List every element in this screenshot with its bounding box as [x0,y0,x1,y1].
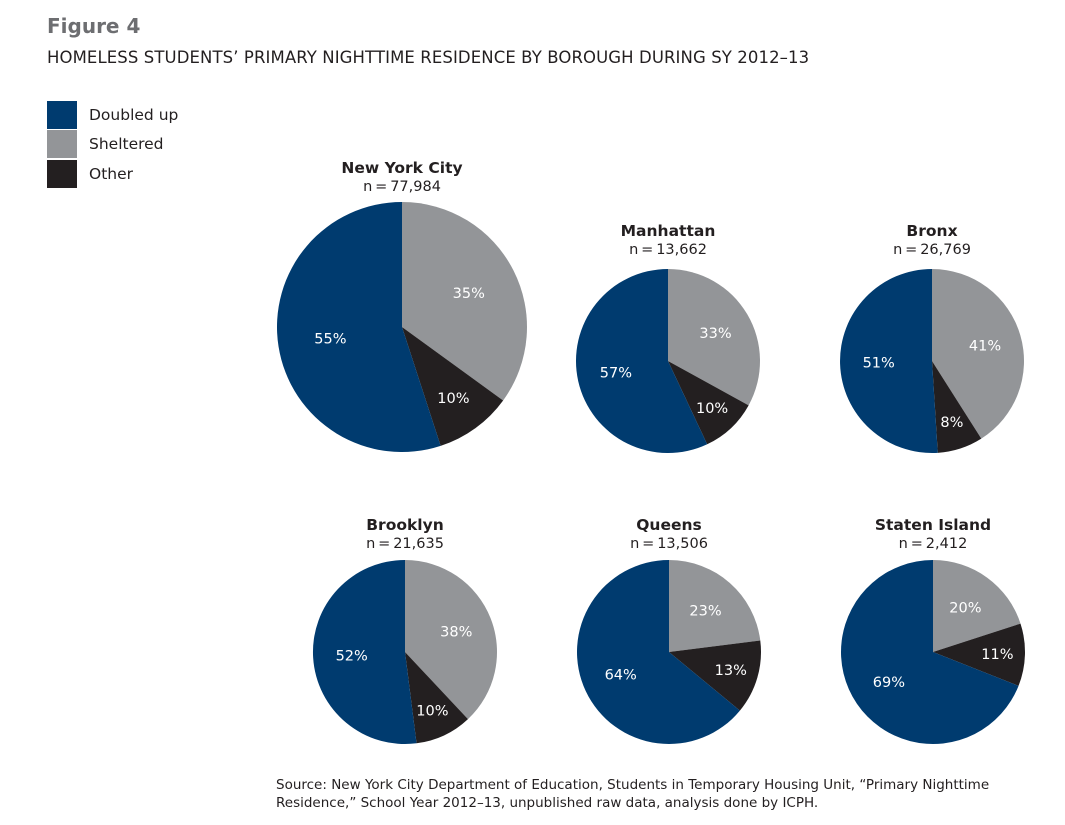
legend-label-doubled-up: Doubled up [89,105,179,124]
legend-item-sheltered: Sheltered [47,130,178,160]
legend-item-doubled-up: Doubled up [47,100,178,130]
pie-n-staten-island: n = 2,412 [899,536,968,552]
pie-slice-bronx-doubled-up [840,269,938,453]
pie-bronx: 41% 8% 51% Bronx n = 26,769 [840,222,1025,453]
pie-label-manhattan-doubled-up: 57% [600,366,632,382]
pie-label-manhattan-sheltered: 33% [699,326,731,342]
pie-slice-staten-island-other [933,623,1026,686]
pie-queens: 23% 13% 64% Queens n = 13,506 [577,516,761,744]
pie-slice-bronx-sheltered [932,269,1025,439]
pie-slice-queens-doubled-up [577,560,740,744]
pie-label-queens-sheltered: 23% [689,604,721,620]
legend-swatch-other [47,159,77,188]
pie-slice-manhattan-doubled-up [575,268,708,453]
pie-slice-brooklyn-doubled-up [312,559,417,744]
pie-slice-queens-other [669,640,761,711]
pie-label-brooklyn-other: 10% [416,703,448,719]
pie-slice-manhattan-sheltered [668,269,760,406]
pie-n-new-york-city: n = 77,984 [363,179,441,195]
pie-new-york-city: 35% 10% 55% New York City n = 77,984 [276,159,528,452]
pie-label-bronx-other: 8% [940,415,963,431]
pie-label-bronx-sheltered: 41% [969,339,1001,355]
legend-swatch-doubled-up [47,100,77,129]
pie-title-manhattan: Manhattan [621,222,716,240]
pie-label-staten-island-doubled-up: 69% [873,675,905,691]
pie-n-queens: n = 13,506 [630,536,708,552]
pie-label-queens-other: 13% [715,663,747,679]
pie-title-new-york-city: New York City [341,159,462,177]
pie-label-new-york-city-other: 10% [437,391,469,407]
pie-slice-bronx-other [932,361,982,453]
pie-title-staten-island: Staten Island [875,516,991,534]
legend-swatch-sheltered [47,130,77,159]
pie-label-manhattan-other: 10% [696,401,728,417]
pie-label-staten-island-other: 11% [981,647,1013,663]
pie-brooklyn: 38% 10% 52% Brooklyn n = 21,635 [312,516,498,744]
pie-staten-island: 20% 11% 69% Staten Island n = 2,412 [841,516,1026,744]
pie-slice-new-york-city-other [402,327,504,446]
pie-label-brooklyn-doubled-up: 52% [336,648,368,664]
pie-label-brooklyn-sheltered: 38% [440,625,472,641]
pie-n-brooklyn: n = 21,635 [366,536,444,552]
pie-title-bronx: Bronx [906,222,957,240]
pie-slice-brooklyn-other [405,652,468,744]
pie-slice-brooklyn-sheltered [405,560,498,720]
pie-slice-staten-island-sheltered [933,560,1021,652]
pie-label-new-york-city-sheltered: 35% [453,286,485,302]
pie-slice-staten-island-doubled-up [841,560,1019,744]
pie-n-bronx: n = 26,769 [893,242,971,258]
pie-n-manhattan: n = 13,662 [629,242,707,258]
chart-title: HOMELESS STUDENTS’ PRIMARY NIGHTTIME RES… [47,48,810,67]
pie-label-queens-doubled-up: 64% [605,668,637,684]
pie-manhattan: 33% 10% 57% Manhattan n = 13,662 [575,222,760,453]
pie-slice-manhattan-other [668,361,749,445]
pie-title-queens: Queens [636,516,702,534]
legend: Doubled up Sheltered Other [47,100,178,189]
pie-slice-queens-sheltered [669,560,761,652]
legend-label-other: Other [89,164,134,183]
source-note: Source: New York City Department of Educ… [276,777,990,811]
pie-title-brooklyn: Brooklyn [366,516,444,534]
pie-label-new-york-city-doubled-up: 55% [314,331,346,347]
pie-slice-new-york-city-doubled-up [276,201,441,452]
legend-label-sheltered: Sheltered [89,135,164,154]
pie-slice-new-york-city-sheltered [402,202,528,401]
legend-item-other: Other [47,159,178,189]
figure-label: Figure 4 [47,14,141,38]
pie-label-staten-island-sheltered: 20% [949,600,981,616]
pie-label-bronx-doubled-up: 51% [863,356,895,372]
